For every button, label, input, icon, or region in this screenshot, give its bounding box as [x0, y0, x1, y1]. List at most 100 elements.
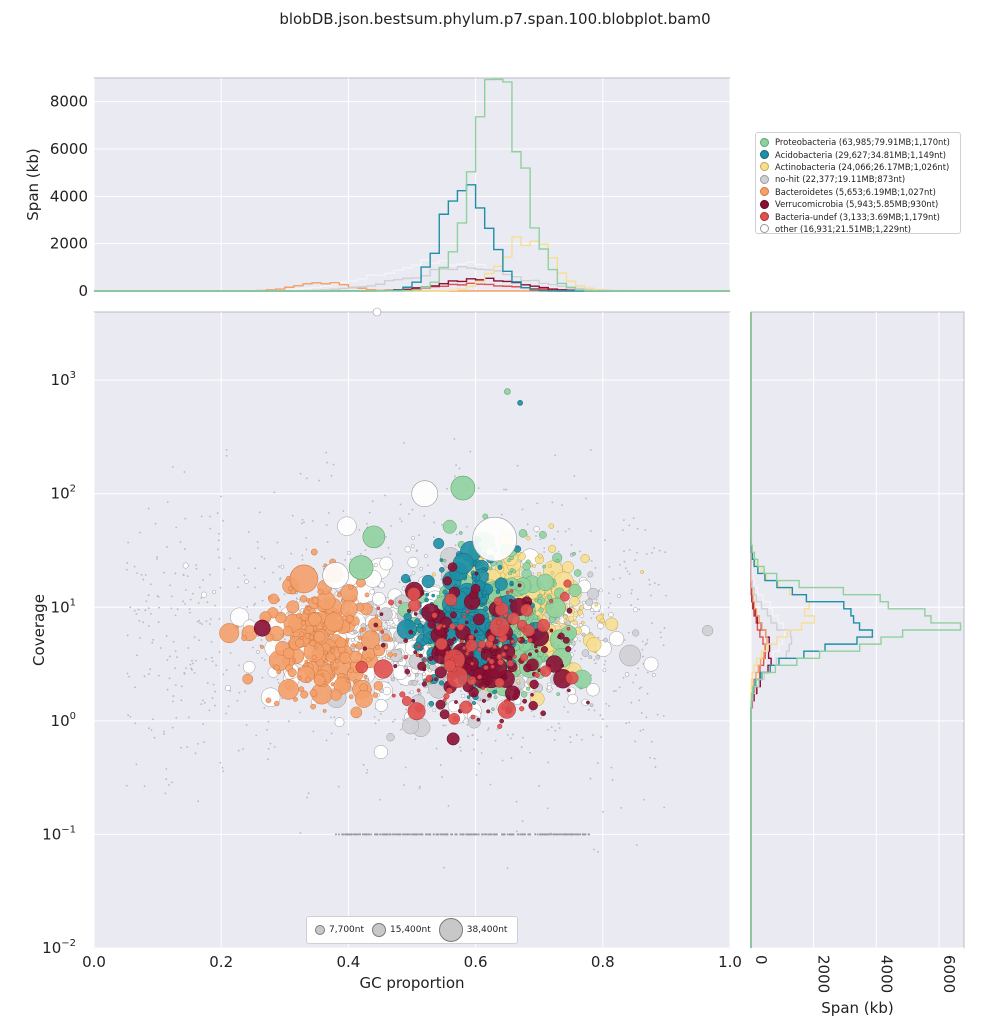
scatter-point	[601, 718, 604, 721]
scatter-point	[310, 548, 318, 556]
scatter-point	[351, 643, 356, 648]
scatter-point	[656, 713, 659, 716]
scatter-point	[563, 614, 568, 620]
scatter-point	[447, 562, 458, 572]
scatter-point	[206, 682, 209, 684]
scatter-point	[246, 605, 249, 608]
scatter-point	[663, 806, 666, 809]
scatter-point	[441, 833, 444, 836]
scatter-point	[467, 692, 469, 694]
scatter-point	[554, 454, 557, 457]
top-histogram-panel	[93, 77, 731, 292]
scatter-point	[566, 626, 571, 631]
scatter-point	[593, 659, 596, 661]
scatter-point	[590, 674, 593, 677]
scatter-point	[169, 584, 172, 587]
scatter-point	[437, 833, 440, 836]
scatter-point	[543, 547, 546, 549]
scatter-point	[304, 659, 309, 664]
size-legend-marker	[315, 925, 325, 935]
scatter-point	[612, 690, 615, 692]
legend-item: Actinobacteria (24,066;26.17MB;1,026nt)	[760, 161, 956, 173]
scatter-point	[392, 833, 395, 836]
scatter-point	[355, 642, 364, 650]
scatter-point	[425, 674, 433, 682]
scatter-point	[657, 583, 660, 586]
scatter-point	[599, 618, 605, 624]
scatter-point	[391, 833, 394, 836]
scatter-point	[133, 565, 136, 568]
scatter-point	[278, 565, 281, 568]
scatter-point	[346, 615, 354, 623]
scatter-point	[147, 607, 150, 610]
scatter-point	[404, 546, 411, 553]
scatter-point	[206, 601, 209, 604]
scatter-point	[503, 645, 508, 650]
scatter-point	[447, 804, 450, 807]
scatter-point	[171, 781, 173, 784]
scatter-point	[431, 612, 438, 619]
scatter-point	[485, 833, 488, 836]
scatter-point	[442, 519, 457, 534]
scatter-point	[609, 602, 612, 605]
legend-item: no-hit (22,377;19.11MB;873nt)	[760, 173, 956, 185]
scatter-point	[261, 657, 264, 659]
scatter-point	[634, 740, 637, 743]
scatter-point	[445, 650, 450, 655]
scatter-point	[589, 777, 592, 780]
scatter-point	[399, 517, 401, 520]
scatter-point	[568, 583, 582, 597]
scatter-point	[412, 833, 415, 836]
scatter-point	[590, 560, 593, 562]
scatter-point	[200, 515, 203, 518]
scatter-point	[587, 587, 599, 600]
scatter-point	[536, 833, 539, 836]
scatter-point	[523, 833, 526, 836]
scatter-point	[218, 532, 220, 535]
scatter-point	[281, 697, 284, 700]
scatter-point	[407, 702, 426, 721]
scatter-point	[362, 646, 368, 651]
scatter-point	[533, 526, 540, 533]
scatter-point	[411, 480, 439, 508]
scatter-point	[536, 573, 554, 591]
scatter-point	[568, 528, 571, 530]
scatter-point	[148, 673, 150, 675]
scatter-point	[475, 774, 478, 776]
scatter-point	[242, 748, 244, 750]
scatter-point	[419, 566, 424, 571]
scatter-point	[528, 700, 538, 711]
legend-item: Bacteroidetes (5,653;6.19MB;1,027nt)	[760, 186, 956, 198]
scatter-point	[566, 607, 573, 614]
scatter-point	[150, 729, 153, 731]
scatter-point	[501, 675, 507, 680]
scatter-point	[507, 612, 520, 625]
scatter-point	[454, 700, 458, 704]
scatter-point	[183, 471, 186, 473]
scatter-point	[411, 680, 418, 686]
scatter-point	[408, 691, 411, 694]
scatter-point	[472, 516, 517, 562]
scatter-point	[425, 592, 430, 597]
scatter-point	[182, 600, 185, 603]
scatter-point	[261, 676, 264, 679]
scatter-point	[466, 695, 471, 700]
scatter-point	[188, 608, 191, 610]
scatter-point	[618, 686, 621, 689]
scatter-point	[197, 602, 200, 604]
scatter-point	[214, 704, 216, 707]
scatter-point	[333, 716, 336, 719]
scatter-point	[325, 524, 328, 526]
scatter-point	[254, 602, 257, 605]
scatter-point	[287, 668, 297, 678]
scatter-point	[468, 634, 475, 641]
scatter-point	[660, 636, 662, 639]
scatter-point	[175, 716, 178, 719]
scatter-point	[455, 464, 458, 467]
scatter-point	[344, 833, 347, 836]
scatter-point	[630, 701, 633, 704]
scatter-point	[299, 595, 308, 603]
scatter-point	[465, 609, 470, 614]
scatter-point	[349, 558, 352, 561]
scatter-point	[477, 674, 483, 680]
